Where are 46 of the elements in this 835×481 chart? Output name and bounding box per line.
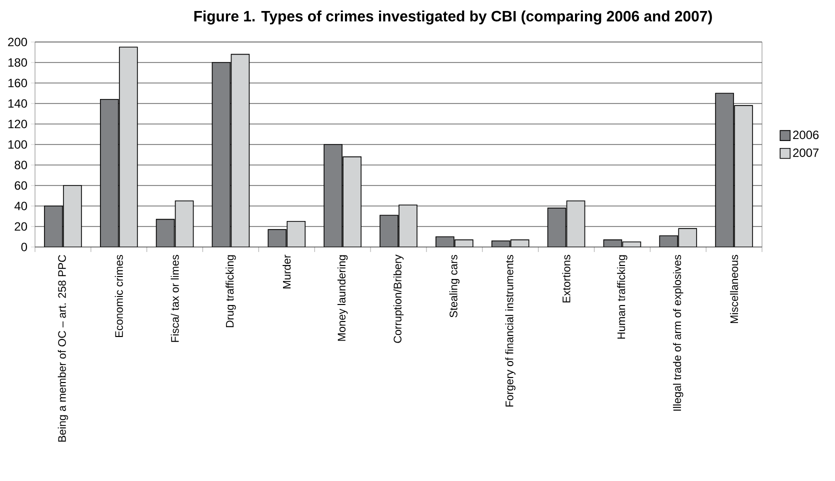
legend-label: 2006 [793, 130, 819, 140]
y-tick-label: 160 [8, 78, 28, 88]
x-tick-label: Illegal trade of arm of explosives [673, 254, 684, 411]
y-tick-label: 100 [8, 140, 28, 149]
bar [399, 204, 418, 247]
x-tick-label: Stealing cars [449, 254, 460, 318]
y-tick-label: 60 [14, 181, 28, 190]
x-tick-label: Miscellaneous [730, 254, 738, 324]
x-tick-label: Extortions [562, 254, 570, 302]
bar [100, 99, 118, 247]
bar [566, 200, 585, 247]
bar [343, 156, 362, 247]
x-tick-label: Corruption/Bribery [393, 254, 404, 343]
x-tick-label: Murder [282, 254, 291, 288]
y-tick-label: 120 [8, 120, 28, 128]
bar [734, 105, 753, 247]
chart-title: Figure 1. Types of crimes investigated by CBI (comparing 2006 and 2007) [194, 10, 712, 25]
bar [548, 208, 566, 247]
bar [44, 206, 62, 247]
legend-label: 2007 [793, 148, 819, 157]
bar [380, 215, 398, 247]
bar [287, 221, 306, 247]
bar [119, 47, 138, 247]
x-tick-label: Forgery of financial instruments [505, 254, 516, 406]
y-tick-label: 80 [14, 160, 28, 170]
bar [175, 200, 194, 247]
y-tick-label: 20 [14, 222, 28, 231]
x-tick-label: Drug trafficking [226, 255, 236, 328]
bar [678, 228, 697, 247]
bar [324, 144, 342, 247]
bar [63, 186, 82, 247]
x-tick-label: Economic crimes [114, 254, 123, 338]
bar [268, 230, 286, 247]
y-tick-label: 180 [8, 58, 28, 67]
y-tick-label: 40 [14, 202, 28, 210]
bar [231, 54, 250, 247]
bar [715, 92, 734, 247]
x-tick-label: Human trafficking [617, 255, 628, 339]
y-tick-label: 0 [21, 242, 28, 252]
bar [212, 62, 230, 247]
bar [156, 219, 174, 247]
y-tick-label: 200 [8, 38, 28, 46]
x-tick-label: Money laundering [337, 255, 348, 341]
y-tick-label: 140 [8, 99, 28, 108]
x-tick-label: Fisca/ tax or limes [170, 254, 179, 342]
x-tick-label: Being a member of OC – art. 258 PPC [58, 254, 68, 442]
